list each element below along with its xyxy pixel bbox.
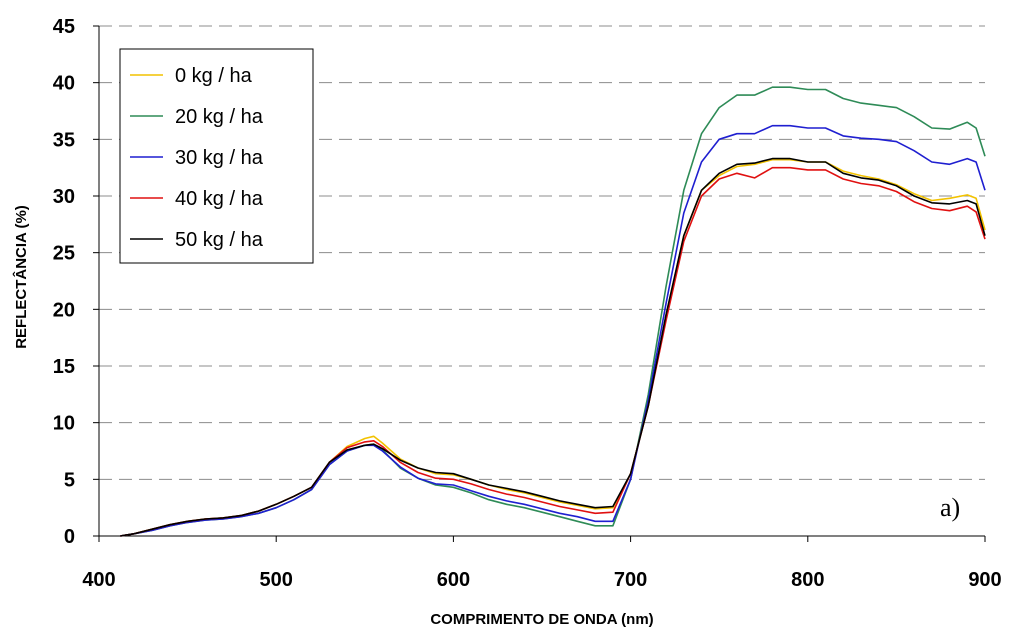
y-tick-label: 15	[53, 356, 75, 378]
y-tick-label: 40	[53, 73, 75, 95]
series-lines	[120, 86, 986, 537]
tick-labels: 0 5 10 15 20 25 30 35 40 45 400 500 600 700 800 900	[53, 16, 1002, 591]
y-tick-label: 45	[53, 16, 75, 38]
y-tick-label: 35	[53, 129, 75, 151]
x-tick-label: 700	[614, 569, 647, 591]
y-tick-label: 5	[64, 469, 75, 491]
x-axis-title: COMPRIMENTO DE ONDA (nm)	[430, 611, 653, 628]
legend-label: 0 kg / ha	[175, 65, 253, 87]
y-tick-label: 20	[53, 299, 75, 321]
x-tick-label: 500	[260, 569, 293, 591]
x-tick-label: 800	[791, 569, 824, 591]
series-line-3	[120, 124, 986, 537]
axes	[93, 25, 986, 542]
legend-label: 20 kg / ha	[175, 106, 264, 128]
x-tick-label: 400	[82, 569, 115, 591]
legend-label: 40 kg / ha	[175, 188, 264, 210]
y-tick-label: 10	[53, 413, 75, 435]
legend-label: 30 kg / ha	[175, 147, 264, 169]
legend-box	[119, 48, 314, 264]
x-tick-label: 600	[437, 569, 470, 591]
legend-label: 50 kg / ha	[175, 229, 264, 251]
panel-label: a)	[940, 493, 960, 522]
legend: 0 kg / ha 20 kg / ha 30 kg / ha 40 kg / ha 5…	[119, 48, 314, 264]
x-tick-label: 900	[968, 569, 1001, 591]
y-tick-label: 0	[64, 526, 75, 548]
y-tick-label: 25	[53, 243, 75, 265]
series-line-5	[120, 157, 986, 537]
y-tick-label: 30	[53, 186, 75, 208]
y-axis-title: REFLECTÂNCIA (%)	[12, 205, 30, 349]
